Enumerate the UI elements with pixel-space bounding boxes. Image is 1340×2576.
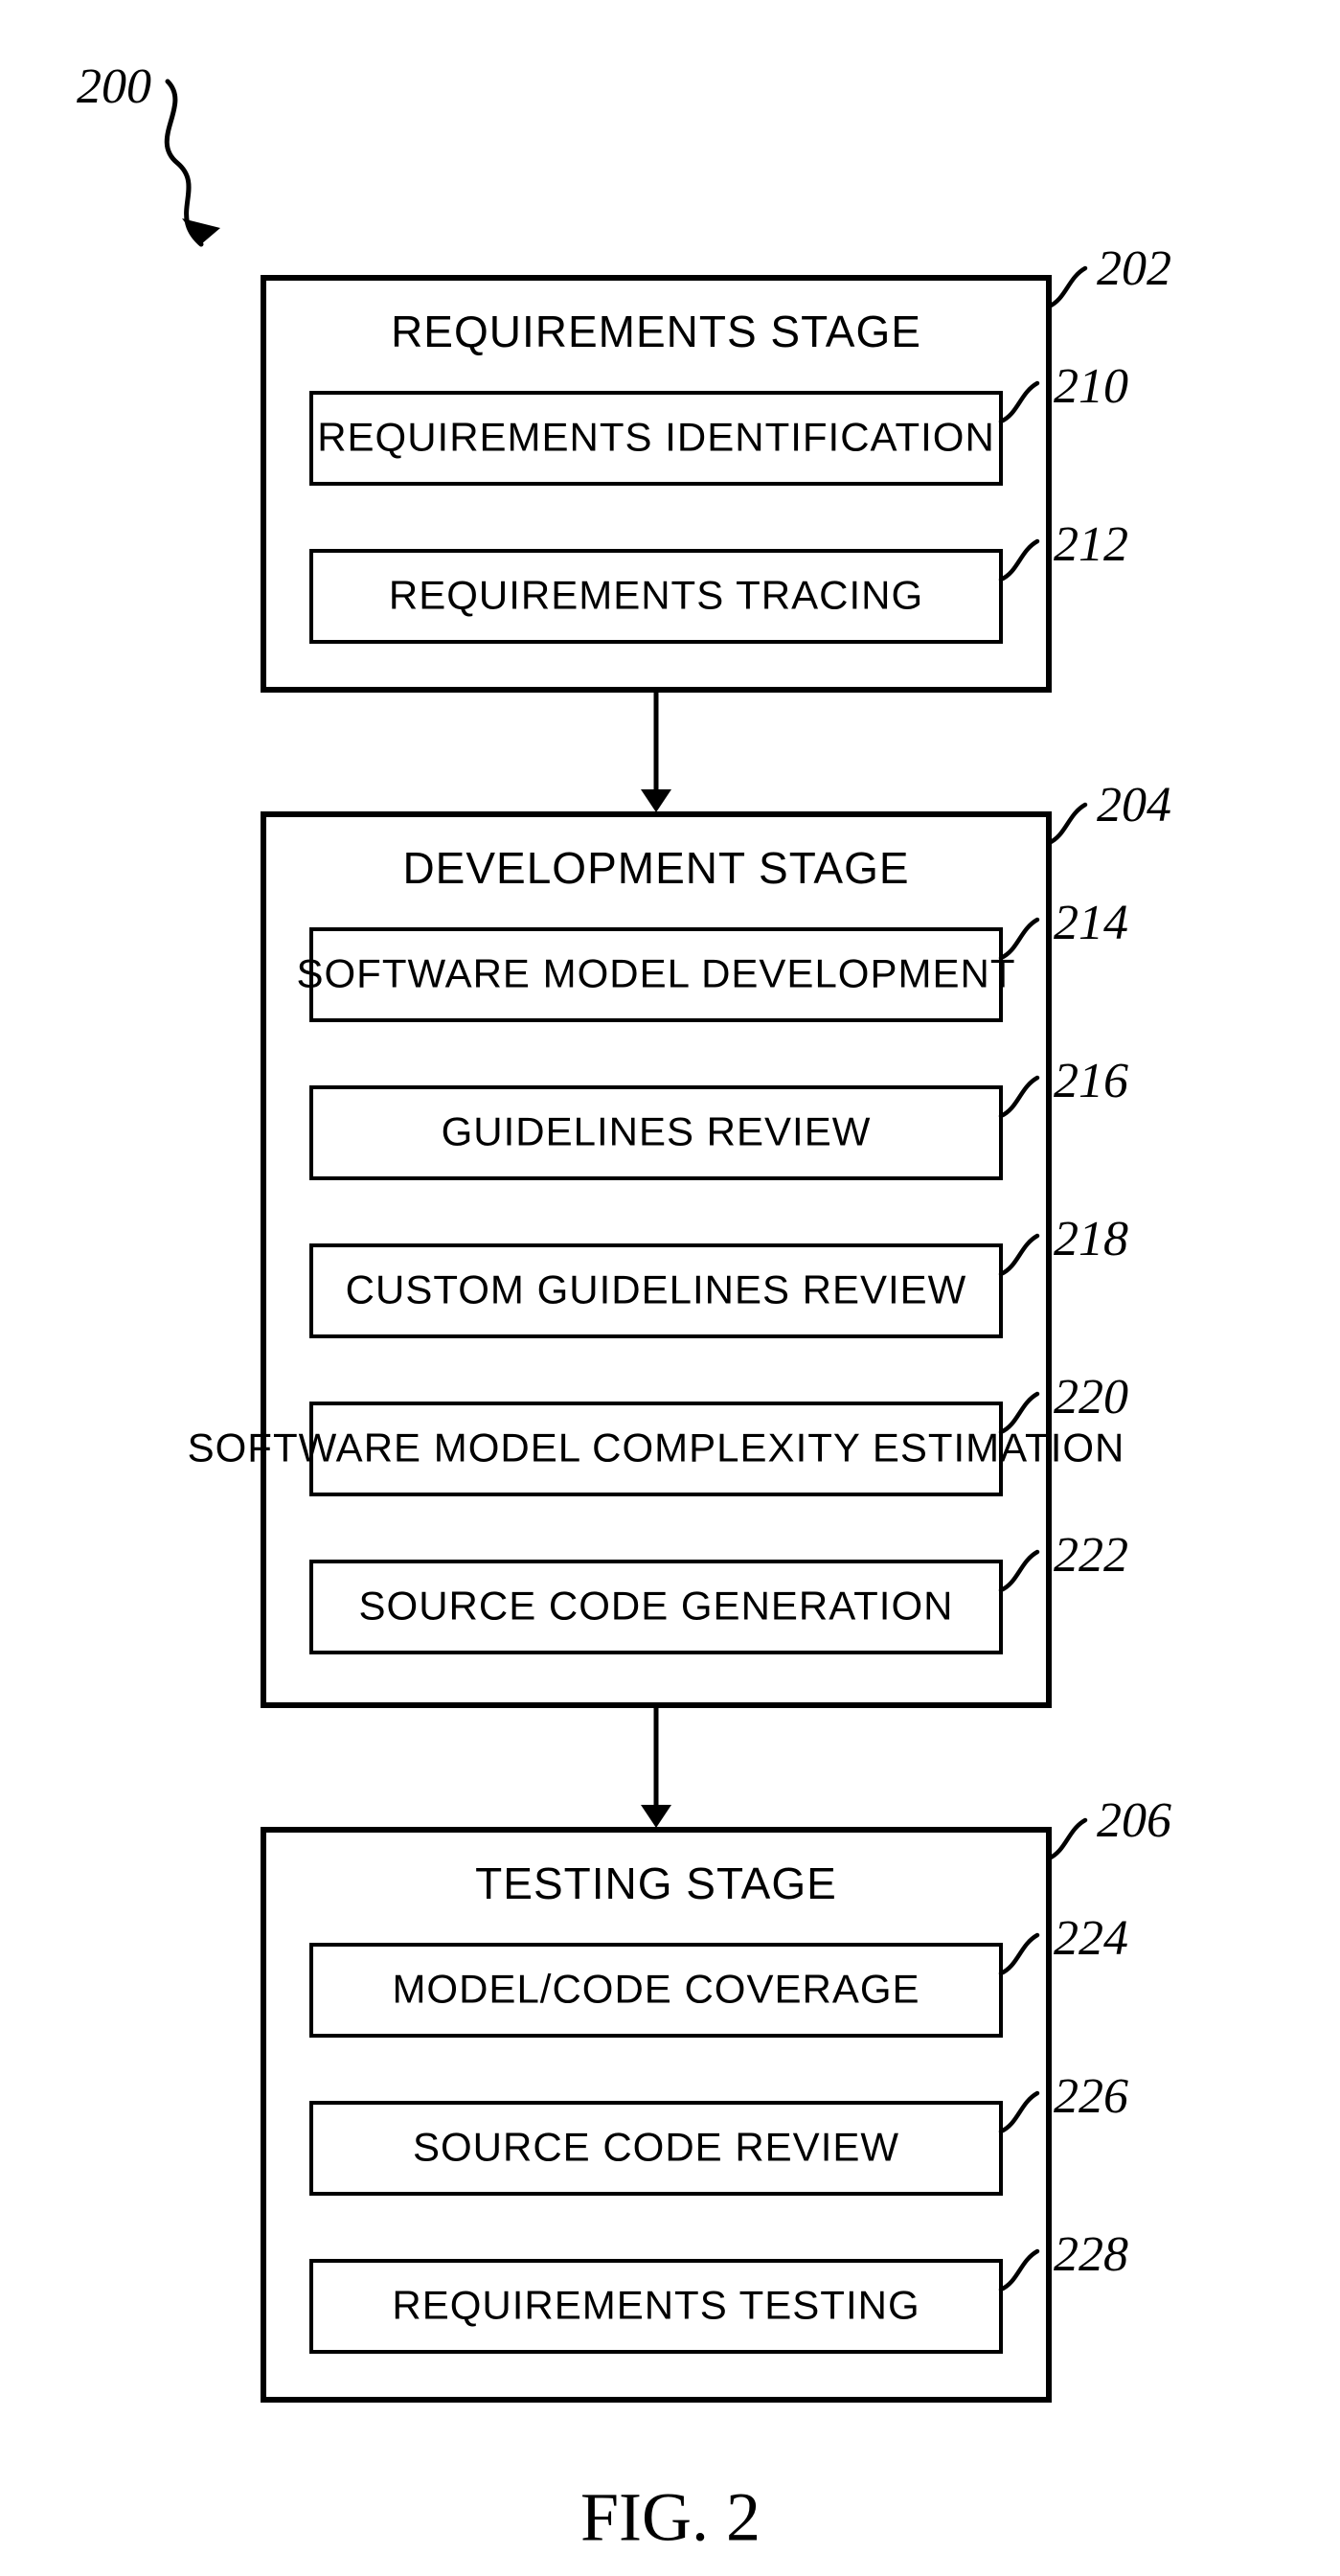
step-label-212: REQUIREMENTS TRACING xyxy=(389,573,923,618)
step-ref-212: 212 xyxy=(1054,517,1128,572)
stage-tick-testing xyxy=(1049,1820,1085,1858)
step-ref-214: 214 xyxy=(1054,896,1128,950)
stage-ref-requirements: 202 xyxy=(1097,241,1171,296)
step-tick-226 xyxy=(1001,2093,1037,2131)
stage-ref-testing: 206 xyxy=(1097,1793,1171,1848)
stage-box-development xyxy=(263,814,1049,1705)
step-tick-218 xyxy=(1001,1236,1037,1274)
step-tick-210 xyxy=(1001,383,1037,422)
stage-title-testing: TESTING STAGE xyxy=(475,1858,837,1908)
stage-tick-requirements xyxy=(1049,268,1085,307)
step-label-228: REQUIREMENTS TESTING xyxy=(392,2283,920,2328)
step-ref-220: 220 xyxy=(1054,1370,1128,1425)
stage-tick-development xyxy=(1049,805,1085,843)
step-ref-222: 222 xyxy=(1054,1528,1128,1583)
squiggle-arrow-head xyxy=(182,218,220,244)
step-ref-228: 228 xyxy=(1054,2227,1128,2282)
step-label-220: SOFTWARE MODEL COMPLEXITY ESTIMATION xyxy=(188,1425,1125,1470)
stage-title-development: DEVELOPMENT STAGE xyxy=(402,843,909,893)
step-ref-218: 218 xyxy=(1054,1212,1128,1266)
stage-arrow-1-head xyxy=(641,1805,671,1828)
step-label-224: MODEL/CODE COVERAGE xyxy=(392,1967,920,2012)
step-ref-226: 226 xyxy=(1054,2069,1128,2124)
step-ref-224: 224 xyxy=(1054,1911,1128,1966)
step-tick-214 xyxy=(1001,920,1037,958)
step-label-214: SOFTWARE MODEL DEVELOPMENT xyxy=(297,951,1016,996)
step-label-226: SOURCE CODE REVIEW xyxy=(413,2125,899,2170)
figure-ref-200: 200 xyxy=(77,59,151,114)
step-tick-228 xyxy=(1001,2251,1037,2290)
stage-arrow-0-head xyxy=(641,789,671,812)
step-tick-212 xyxy=(1001,541,1037,580)
figure-caption: FIG. 2 xyxy=(580,2479,761,2556)
step-tick-222 xyxy=(1001,1552,1037,1590)
step-ref-210: 210 xyxy=(1054,359,1128,414)
step-label-222: SOURCE CODE GENERATION xyxy=(359,1584,954,1629)
step-tick-224 xyxy=(1001,1935,1037,1973)
stage-ref-development: 204 xyxy=(1097,778,1171,832)
step-label-210: REQUIREMENTS IDENTIFICATION xyxy=(317,415,995,460)
step-label-216: GUIDELINES REVIEW xyxy=(442,1109,872,1154)
step-tick-216 xyxy=(1001,1078,1037,1116)
stage-title-requirements: REQUIREMENTS STAGE xyxy=(391,307,921,356)
step-ref-216: 216 xyxy=(1054,1054,1128,1108)
step-label-218: CUSTOM GUIDELINES REVIEW xyxy=(346,1267,967,1312)
